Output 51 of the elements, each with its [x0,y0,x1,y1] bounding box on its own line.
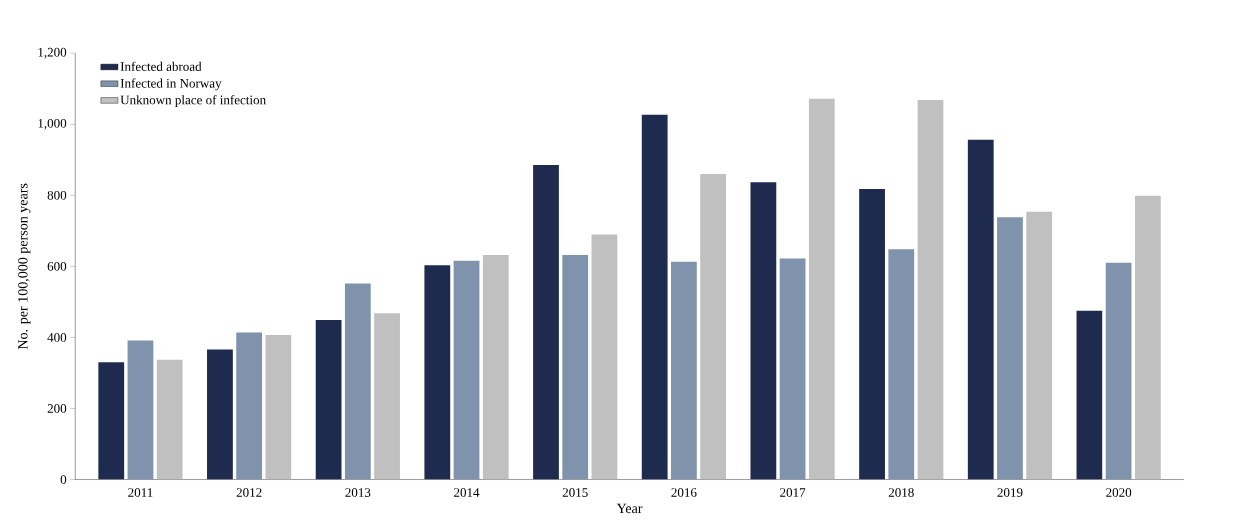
bar [700,174,727,480]
y-tick-label: 1,200 [38,47,67,59]
legend-label: Unknown place of infection [120,95,266,108]
bar [641,114,668,480]
bar [453,260,480,480]
x-tick-label: 2017 [780,488,806,498]
bar [482,255,509,480]
x-tick-label: 2020 [1106,488,1132,498]
bar [236,332,263,480]
bar [127,340,154,480]
bar [1076,310,1103,480]
y-tick-label: 0 [60,475,67,485]
bar [859,189,885,480]
y-tick-label: 400 [47,333,67,342]
y-tick-label: 600 [47,262,67,271]
x-tick-label: 2014 [454,488,480,498]
bar [374,313,400,480]
x-tick-label: 2012 [236,488,262,498]
bar [265,335,292,480]
legend-label: Infected in Norway [120,78,222,91]
x-tick-label: 2016 [671,488,697,498]
bar [591,234,618,480]
y-tick-label: 800 [47,191,67,200]
bar [671,261,697,480]
bar [917,100,944,480]
bar [1134,195,1161,480]
x-tick-label: 2019 [997,488,1023,498]
bar [424,265,451,480]
bar [315,320,342,480]
x-tick-label: 2015 [562,488,588,498]
x-tick-label: 2018 [888,488,914,498]
x-tick-label: 2011 [128,488,153,498]
y-tick-label: 200 [47,404,67,414]
legend-label: Infected abroad [120,61,202,72]
bar [750,182,777,480]
bar [156,359,183,480]
bar [888,249,915,480]
bar [533,165,559,480]
bar [344,283,371,480]
bar [1105,262,1132,480]
bar [562,255,589,480]
y-axis-title: No. per 100,000 person years [18,183,31,350]
y-tick-label: 1,000 [38,119,67,130]
bar [207,349,233,480]
bar [997,217,1023,480]
x-tick-label: 2013 [345,488,371,498]
bar [1026,211,1053,480]
x-axis-title: Year [616,503,643,514]
bar [808,98,835,480]
bar [779,258,806,480]
bar [98,362,125,480]
